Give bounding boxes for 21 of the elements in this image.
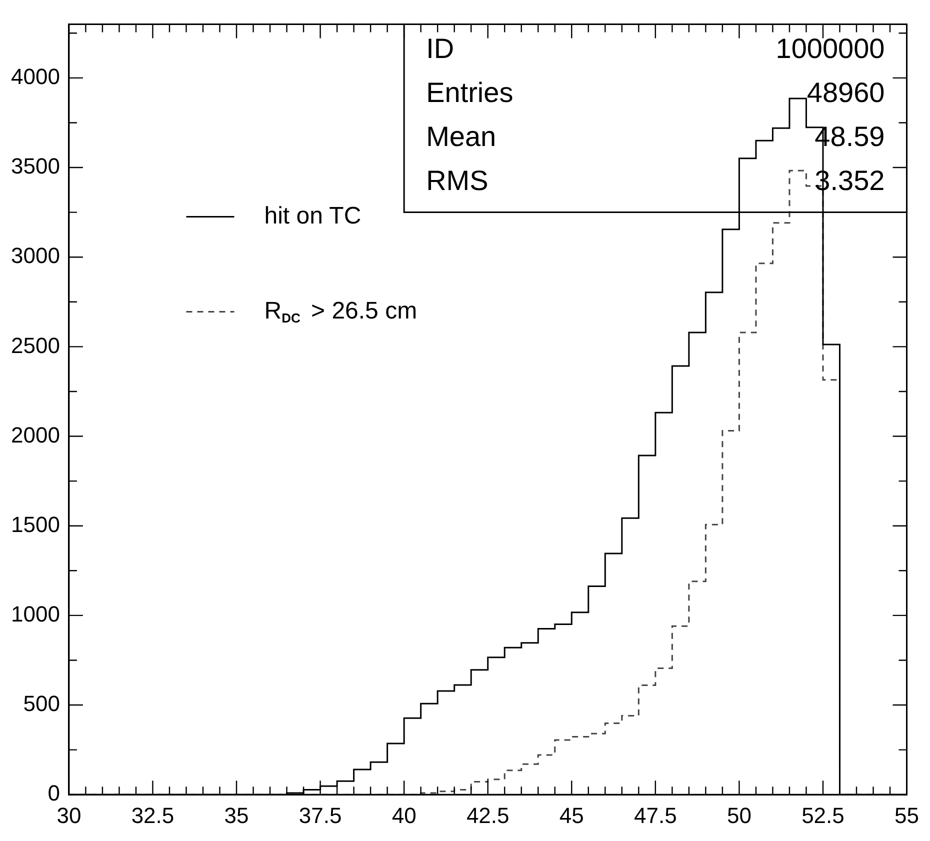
x-tick-label: 50 — [726, 802, 752, 828]
x-tick-label: 40 — [392, 802, 416, 828]
y-tick-label: 3500 — [10, 154, 60, 179]
text: Entries 48960 — [426, 76, 885, 108]
x-tick-label: 35 — [224, 802, 249, 828]
x-tick-label: 45 — [559, 802, 584, 828]
x-tick-label: 32.5 — [131, 802, 174, 828]
x-tick-label: 52.5 — [802, 802, 844, 828]
y-tick-label: 1500 — [10, 512, 60, 537]
x-tick-label: 42.5 — [466, 802, 510, 828]
x-tick-label: 47.5 — [634, 802, 677, 828]
y-tick-label: 2000 — [10, 422, 60, 448]
x-tick-label: 55 — [894, 802, 920, 828]
y-tick-label: 3000 — [10, 243, 60, 268]
legend-label: hit on TC — [264, 202, 362, 230]
y-tick-label: 1000 — [10, 602, 60, 626]
y-tick-label: 2500 — [10, 332, 60, 358]
y-tick-label: 4000 — [10, 64, 60, 90]
y-tick-label: 500 — [23, 691, 60, 716]
x-tick-label: 37.5 — [298, 802, 342, 828]
text: ID 1000000 — [426, 32, 885, 64]
